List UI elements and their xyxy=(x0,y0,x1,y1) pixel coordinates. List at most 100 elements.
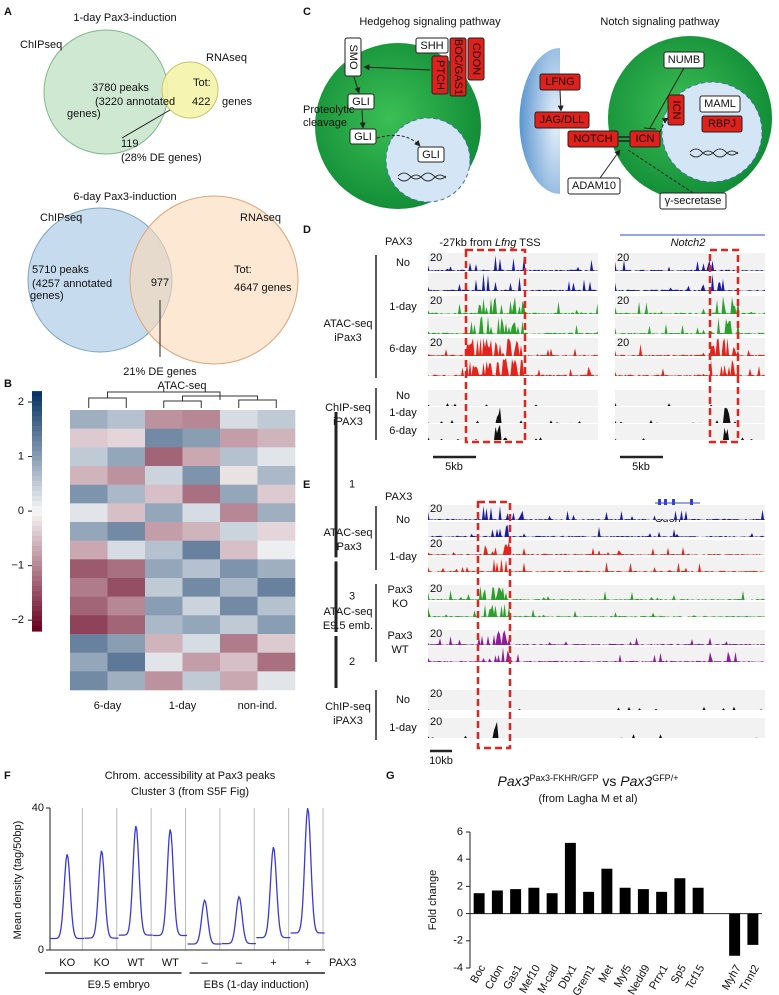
row-label: PAX3 xyxy=(329,957,356,969)
colorbar-strip xyxy=(32,496,42,502)
node-label: RBPJ xyxy=(708,118,736,130)
scale-label: 20 xyxy=(430,688,442,700)
label: 1-day xyxy=(389,722,417,734)
panel-label: G xyxy=(386,770,395,782)
label: 21% DE genes xyxy=(123,366,197,378)
title-part: Pax3-FKHR/GFP xyxy=(529,773,598,783)
node-label: NUMB xyxy=(668,54,700,66)
gene-exon xyxy=(664,499,667,507)
colorbar-label: −2 xyxy=(11,614,24,626)
heatmap-cell xyxy=(70,634,108,653)
colorbar-strip xyxy=(32,576,42,582)
y-axis-label: Mean density (tag/50bp) xyxy=(12,821,24,940)
node-box xyxy=(534,111,590,129)
heatmap-cell xyxy=(220,559,258,579)
y-tick-label: -2 xyxy=(453,935,463,947)
label: ChIPseq xyxy=(20,39,62,51)
highlight-box xyxy=(464,248,527,444)
label: Proteolytic xyxy=(303,104,355,116)
heatmap-cell xyxy=(70,652,108,672)
connector xyxy=(363,64,431,71)
colorbar-strip xyxy=(32,486,42,492)
bar xyxy=(619,887,631,914)
density-curve xyxy=(118,825,153,936)
density-curve xyxy=(221,895,256,945)
panel-label: D xyxy=(303,224,311,236)
label: Hedgehog signaling pathway xyxy=(359,16,501,28)
heatmap-cell xyxy=(107,522,146,541)
node-label: SHH xyxy=(420,40,443,52)
heatmap-cell xyxy=(182,522,221,541)
node-box xyxy=(667,94,685,126)
column-label: 1-day xyxy=(169,700,197,712)
heatmap-cell xyxy=(145,447,183,467)
heatmap-cell xyxy=(70,540,108,560)
colorbar-strip xyxy=(32,511,42,517)
colorbar-strip xyxy=(32,426,42,432)
density-curve xyxy=(290,808,325,934)
locus-label: -27kb from Lfng TSS xyxy=(439,237,540,249)
heatmap-cell xyxy=(182,466,221,485)
label: ChIPseq xyxy=(40,212,82,224)
title-part: GFP/+ xyxy=(652,773,678,783)
y-tick-label: -4 xyxy=(453,962,463,974)
y-tick-label: 0 xyxy=(457,908,463,920)
heatmap-cell xyxy=(257,634,296,653)
colorbar-strip xyxy=(32,621,42,627)
bar xyxy=(729,913,741,956)
track-bg xyxy=(428,390,598,406)
heatmap-cell xyxy=(182,671,221,691)
heatmap-cell xyxy=(70,559,108,579)
node-box xyxy=(344,37,362,77)
colorbar-strip xyxy=(32,601,42,607)
colorbar-strip xyxy=(32,476,42,482)
bar xyxy=(564,842,576,914)
colorbar-strip xyxy=(32,456,42,462)
heatmap-cell xyxy=(107,559,146,579)
colorbar-strip xyxy=(32,451,42,457)
node-label: SMO xyxy=(347,44,359,70)
label: PAX3 xyxy=(385,491,412,503)
label: (3220 annotated xyxy=(95,96,175,108)
heatmap-cell xyxy=(257,503,296,523)
heatmap-cell xyxy=(145,540,183,560)
colorbar-strip xyxy=(32,416,42,422)
track-bg xyxy=(428,585,765,600)
connector xyxy=(599,149,621,179)
track-signal xyxy=(428,558,765,572)
connector xyxy=(376,134,421,147)
panel-label: B xyxy=(4,378,12,390)
bar xyxy=(528,887,540,914)
y-tick-label: 0 xyxy=(38,944,44,956)
heatmap-cell xyxy=(257,596,296,616)
node-label: NOTCH xyxy=(573,133,612,145)
heatmap-cell xyxy=(220,503,258,523)
colorbar-strip xyxy=(32,521,42,527)
heatmap-cell xyxy=(107,596,146,616)
node-box xyxy=(629,130,661,148)
colorbar-strip xyxy=(32,526,42,532)
locus-part: TSS xyxy=(516,237,540,249)
panel-label: C xyxy=(303,6,311,18)
connector xyxy=(359,109,366,129)
node-box xyxy=(347,93,375,110)
gene-exon xyxy=(672,499,675,507)
colorbar-strip xyxy=(32,421,42,427)
dna xyxy=(397,172,447,182)
colorbar-strip xyxy=(32,406,42,412)
heatmap-cell xyxy=(145,503,183,523)
heatmap-cell xyxy=(70,522,108,541)
scale-label: 20 xyxy=(430,716,442,728)
highlight-box xyxy=(476,500,512,750)
label: 1-day xyxy=(389,551,417,563)
label: 977 xyxy=(151,277,169,289)
bar xyxy=(747,913,759,945)
heatmap-cell xyxy=(70,447,108,467)
label: 6-day Pax3-induction xyxy=(73,191,176,203)
label: Notch signaling pathway xyxy=(600,16,720,28)
track-signal xyxy=(428,721,765,738)
node-box xyxy=(431,55,449,95)
colorbar-strip xyxy=(32,626,42,632)
bar xyxy=(637,889,649,914)
track-signal xyxy=(615,317,765,334)
